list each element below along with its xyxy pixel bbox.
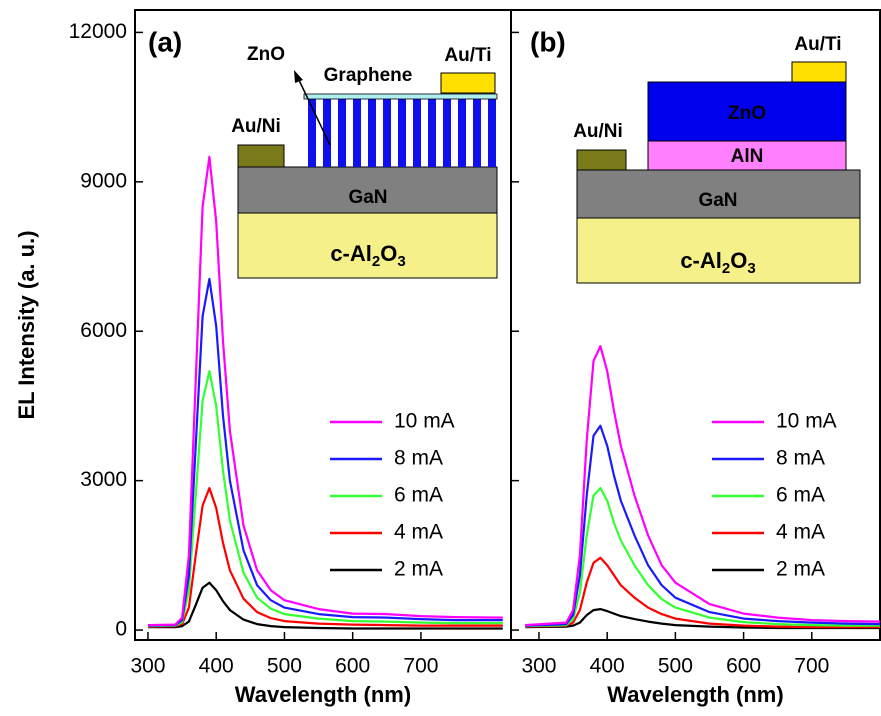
series-line xyxy=(147,487,503,628)
gan-layer xyxy=(237,166,498,214)
legend-label: 6 mA xyxy=(776,484,825,507)
legend-label: 6 mA xyxy=(394,484,443,507)
x-tick-label: 600 xyxy=(335,655,370,678)
series-line xyxy=(525,487,880,628)
zno-layer xyxy=(647,81,847,142)
au-ti-pad xyxy=(791,61,847,83)
legend-label: 10 mA xyxy=(776,410,837,433)
au-ni-pad xyxy=(576,149,627,171)
inset-text: c-Al xyxy=(680,248,722,273)
plot-frame xyxy=(510,9,881,641)
legend-label: 8 mA xyxy=(776,447,825,470)
inset-label: Au/Ti xyxy=(444,45,491,66)
legend-label: 2 mA xyxy=(776,558,825,581)
inset-label: c-Al2O3 xyxy=(330,241,405,270)
inset-label: ZnO xyxy=(247,44,285,65)
substrate-layer xyxy=(576,217,861,284)
subscript: 3 xyxy=(397,253,405,270)
inset-label: AlN xyxy=(731,146,764,167)
arrow-head xyxy=(294,70,303,83)
subscript: 3 xyxy=(747,260,755,277)
series-line xyxy=(525,556,880,629)
series-line xyxy=(147,155,503,627)
subscript: 2 xyxy=(372,253,380,270)
gan-layer xyxy=(576,169,861,219)
x-tick-label: 400 xyxy=(590,655,625,678)
inset-text: c-Al xyxy=(330,241,372,266)
substrate-layer xyxy=(237,212,498,279)
inset-text: O xyxy=(730,248,747,273)
x-tick-label: 300 xyxy=(130,655,165,678)
x-tick-label: 700 xyxy=(403,655,438,678)
legend-label: 10 mA xyxy=(394,410,455,433)
arrow xyxy=(297,77,331,146)
graphene-layer xyxy=(303,93,498,100)
x-axis-label: Wavelength (nm) xyxy=(235,682,411,707)
panel-label: (b) xyxy=(530,26,566,57)
inset-label: c-Al2O3 xyxy=(680,248,755,277)
series-line xyxy=(525,345,880,627)
legend-label: 4 mA xyxy=(394,521,443,544)
inset-label: Au/Ni xyxy=(231,116,281,137)
legend-label: 2 mA xyxy=(394,558,443,581)
inset-label: Graphene xyxy=(324,65,413,86)
y-tick-label: 6000 xyxy=(80,319,127,342)
inset-label: ZnO xyxy=(728,103,766,124)
y-tick-label: 3000 xyxy=(80,468,127,491)
x-tick-label: 500 xyxy=(658,655,693,678)
y-axis-label: EL Intensity (a. u.) xyxy=(14,230,39,419)
inset-label: GaN xyxy=(698,190,737,211)
panel-label: (a) xyxy=(148,26,182,57)
x-tick-label: 700 xyxy=(794,655,829,678)
y-tick-label: 12000 xyxy=(69,20,127,43)
series-line xyxy=(525,608,880,630)
inset-b xyxy=(576,61,861,284)
au-ti-pad xyxy=(440,72,496,94)
series-line xyxy=(147,277,503,627)
inset-label: Au/Ti xyxy=(794,34,841,55)
x-tick-label: 400 xyxy=(199,655,234,678)
inset-text: O xyxy=(380,241,397,266)
series-line xyxy=(525,424,880,627)
y-tick-label: 9000 xyxy=(80,169,127,192)
x-axis-label: Wavelength (nm) xyxy=(607,682,783,707)
inset-label: GaN xyxy=(348,187,387,208)
aln-layer xyxy=(647,140,847,171)
x-tick-label: 600 xyxy=(726,655,761,678)
series-line xyxy=(148,581,503,630)
inset-label: Au/Ni xyxy=(573,121,623,142)
x-tick-label: 300 xyxy=(521,655,556,678)
subscript: 2 xyxy=(722,260,730,277)
x-tick-label: 500 xyxy=(267,655,302,678)
nanorods xyxy=(308,98,496,167)
legend-label: 4 mA xyxy=(776,521,825,544)
au-ni-pad xyxy=(237,144,285,168)
legend-label: 8 mA xyxy=(394,447,443,470)
inset-a xyxy=(237,70,498,279)
y-tick-label: 0 xyxy=(115,618,127,641)
